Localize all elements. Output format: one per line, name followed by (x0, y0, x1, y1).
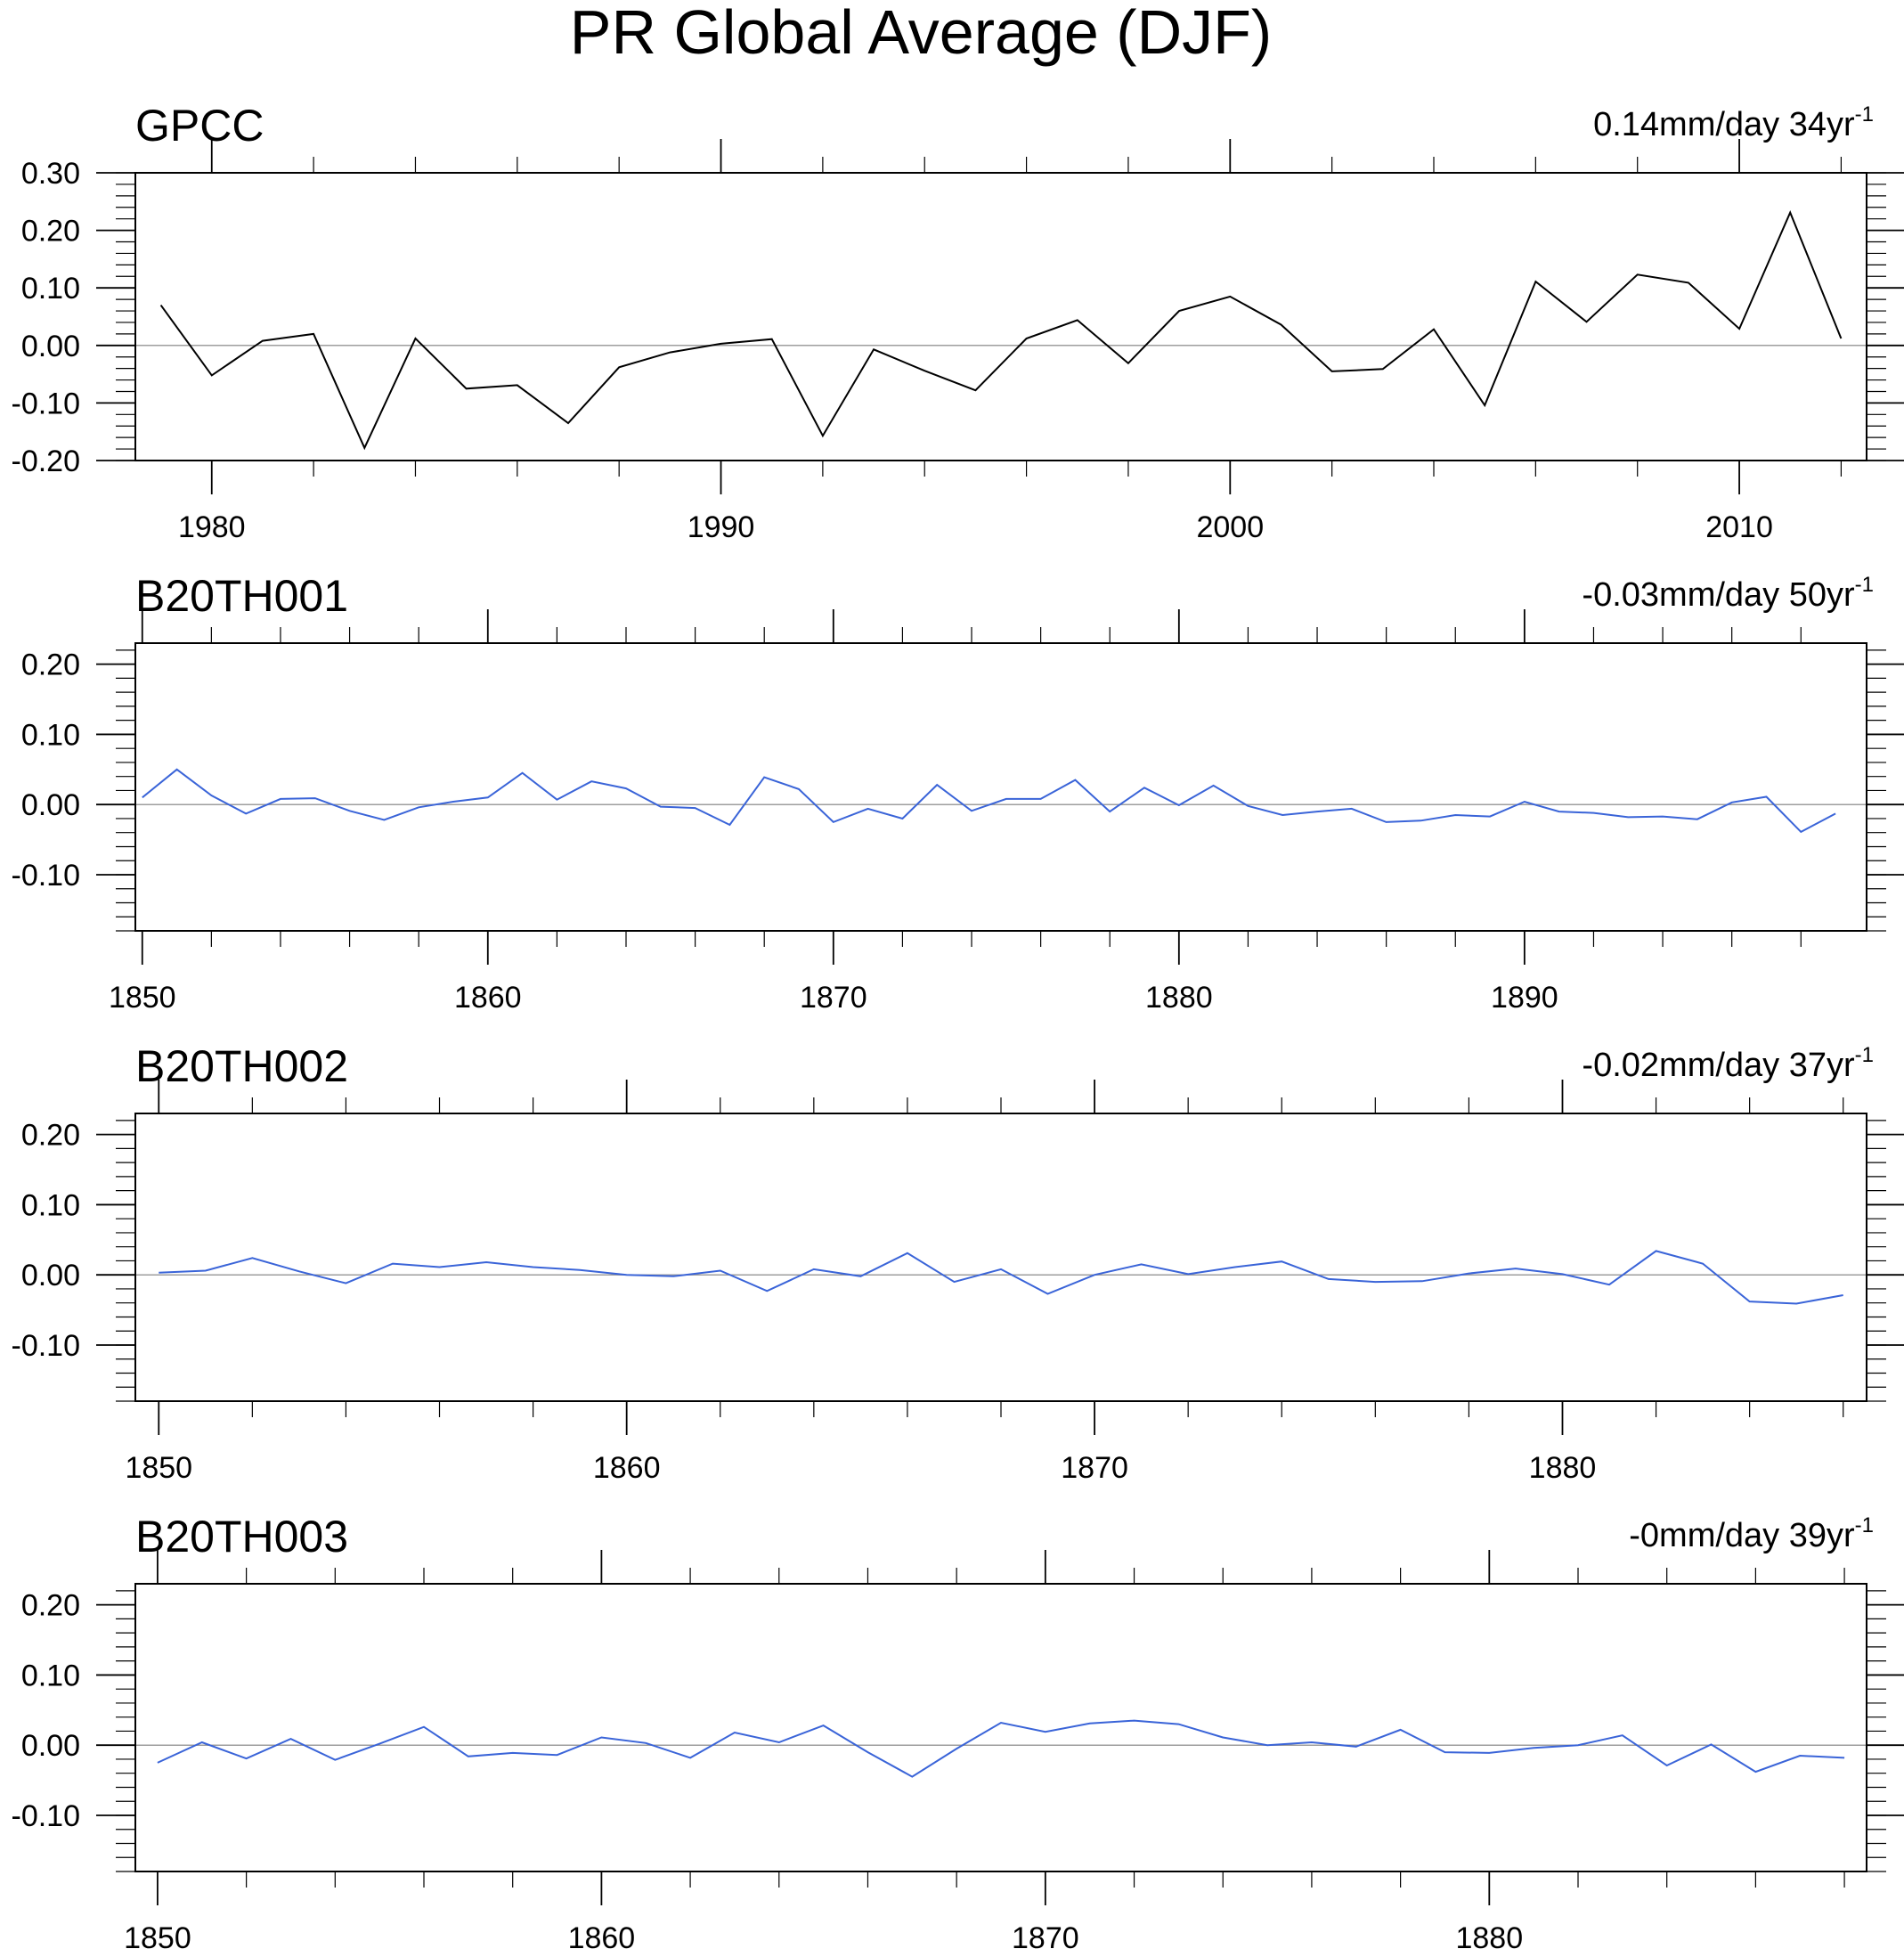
y-tick-label: -0.10 (12, 859, 81, 893)
panel-annotation: -0mm/day 39yr-1 (1629, 1513, 1874, 1554)
x-tick-label: 1850 (109, 981, 176, 1015)
panel-title: B20TH002 (135, 1041, 348, 1091)
series-line (159, 210, 1843, 451)
panel-b20th003: B20TH003 -0mm/day 39yr-1 -0.10 0.00 0.10 0.20… (12, 1512, 1904, 1955)
panel-title: B20TH001 (135, 571, 348, 621)
panel-b20th001: B20TH001 -0.03mm/day 50yr-1 -0.10 0.00 0.10 0… (12, 571, 1904, 1015)
plot-frame (134, 1583, 1867, 1872)
x-tick-label: 1880 (1455, 1921, 1523, 1955)
panel-gpcc: GPCC 0.14mm/day 34yr-1 -0.20 -0.10 0.00 0.10 0… (12, 101, 1904, 544)
y-tick-label: 0.00 (21, 330, 80, 363)
x-tick-label: 1860 (454, 981, 522, 1015)
y-tick-label: -0.10 (12, 1799, 81, 1833)
x-tick-label: 2000 (1196, 510, 1264, 544)
x-tick-label: 1980 (178, 510, 246, 544)
x-tick-label: 1890 (1491, 981, 1558, 1015)
plot-frame (134, 1113, 1867, 1402)
figure-title: PR Global Average (DJF) (570, 0, 1272, 67)
x-tick-label: 1870 (1012, 1921, 1079, 1955)
panel-annotation: -0.02mm/day 37yr-1 (1582, 1043, 1874, 1084)
panel-title: B20TH003 (135, 1512, 348, 1562)
x-tick-label: 1880 (1145, 981, 1213, 1015)
panel-title: GPCC (135, 101, 264, 151)
y-tick-label: 0.20 (21, 648, 80, 682)
y-tick-label: 0.20 (21, 1589, 80, 1623)
y-tick-label: 0.10 (21, 1659, 80, 1692)
y-tick-label: -0.20 (12, 444, 81, 478)
plot-frame (134, 642, 1867, 932)
series-line (157, 1719, 1845, 1778)
series-line (142, 768, 1836, 834)
x-tick-label: 1880 (1529, 1451, 1597, 1485)
x-tick-label: 1990 (688, 510, 755, 544)
panel-annotation: -0.03mm/day 50yr-1 (1582, 573, 1874, 614)
x-tick-label: 1860 (568, 1921, 636, 1955)
y-tick-label: 0.10 (21, 718, 80, 752)
x-tick-label: 1860 (593, 1451, 661, 1485)
y-tick-label: -0.10 (12, 387, 81, 420)
y-tick-label: 0.30 (21, 157, 80, 191)
x-tick-label: 1850 (125, 1451, 192, 1485)
x-tick-label: 1850 (124, 1921, 191, 1955)
panel-annotation: 0.14mm/day 34yr-1 (1593, 102, 1874, 143)
y-tick-label: 0.20 (21, 215, 80, 249)
y-tick-label: 0.10 (21, 1188, 80, 1222)
y-tick-label: 0.00 (21, 1259, 80, 1292)
x-tick-label: 1870 (1061, 1451, 1128, 1485)
y-tick-label: 0.20 (21, 1119, 80, 1153)
y-tick-label: 0.10 (21, 272, 80, 306)
x-tick-label: 1870 (800, 981, 867, 1015)
y-tick-label: 0.00 (21, 788, 80, 822)
y-tick-label: -0.10 (12, 1329, 81, 1363)
series-line (159, 1250, 1843, 1305)
panels: GPCC 0.14mm/day 34yr-1 -0.20 -0.10 0.00 0.10 0… (12, 101, 1904, 1955)
plot-frame (134, 172, 1867, 461)
y-tick-label: 0.00 (21, 1729, 80, 1763)
panel-b20th002: B20TH002 -0.02mm/day 37yr-1 -0.10 0.00 0.10 0… (12, 1041, 1904, 1485)
x-tick-label: 2010 (1705, 510, 1773, 544)
